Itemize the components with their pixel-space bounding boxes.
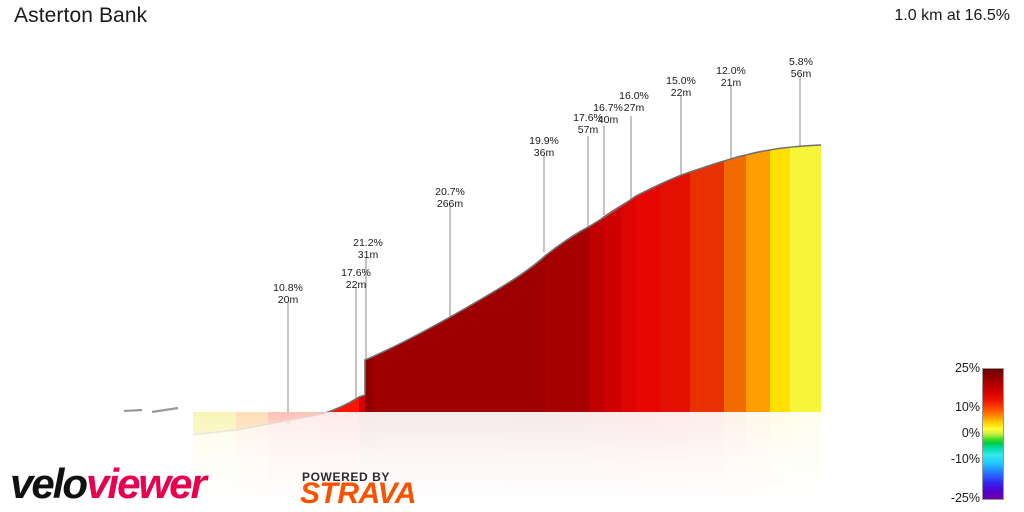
segment-label: 20.7% 266m (435, 186, 465, 210)
segment-gradient: 17.6% (573, 112, 603, 124)
segment-gradient: 12.0% (716, 65, 746, 77)
segment-gradient: 16.0% (619, 90, 649, 102)
segment-distance: 22m (345, 278, 367, 291)
colorbar-tick: 0% (961, 426, 980, 440)
segment-label: 17.6% 57m (573, 112, 603, 136)
gradient-colorbar-legend: 25% 10% 0% -10% -25% (916, 358, 1012, 508)
profile-outline (192, 144, 822, 436)
label-leader-lines (287, 76, 801, 424)
segment-gradient: 5.8% (789, 56, 813, 68)
segment-label: 16.0% 27m (619, 90, 649, 114)
segment-label: 12.0% 21m (716, 65, 746, 89)
segment-gradient: 15.0% (666, 75, 696, 87)
powered-by-label: POWERED BY (302, 470, 391, 484)
segment-distance: 266m (436, 197, 464, 210)
segment-gradient: 20.7% (435, 186, 465, 198)
segment-gradient: 19.9% (529, 135, 559, 147)
segment-distance: 31m (357, 248, 379, 261)
segment-label: 16.7% 40m (593, 102, 623, 126)
profile-bands (193, 145, 821, 435)
segment-label: 10.8% 20m (273, 282, 303, 306)
veloviewer-logo[interactable]: veloviewer (10, 460, 207, 507)
segment-label: 15.0% 22m (666, 75, 696, 99)
colorbar-tick: -10% (950, 452, 980, 466)
colorbar-tick: 10% (954, 400, 980, 414)
colorbar-gradient (982, 368, 1004, 500)
segment-distance: 56m (790, 67, 812, 80)
colorbar-tick: -25% (950, 491, 980, 505)
logo-viewer-text: viewer (86, 460, 207, 507)
segment-distance: 57m (577, 123, 599, 136)
page-title: Asterton Bank (14, 4, 148, 27)
segment-distance: 27m (623, 101, 645, 114)
segment-gradient: 16.7% (593, 102, 623, 114)
segment-label: 5.8% 56m (789, 56, 813, 80)
segment-distance: 21m (720, 76, 742, 89)
segment-distance: 22m (670, 86, 692, 99)
segment-distance: 40m (597, 113, 619, 126)
strava-logo[interactable]: STRAVA (300, 477, 416, 510)
segment-label: 19.9% 36m (529, 135, 559, 159)
segment-gradient: 21.2% (353, 237, 383, 249)
segment-gradient: 17.6% (341, 267, 371, 279)
climb-summary-stats: 1.0 km at 16.5% (894, 7, 1010, 24)
detached-profile-marks (123, 406, 179, 414)
logo-velo-text: velo (10, 460, 88, 507)
segment-label: 21.2% 31m (353, 237, 383, 261)
segment-gradient: 10.8% (273, 282, 303, 294)
segment-distance: 20m (277, 293, 299, 306)
reflection-fade (193, 412, 821, 504)
colorbar-tick: 25% (954, 361, 980, 375)
segment-label: 17.6% 22m (341, 267, 371, 291)
segment-distance: 36m (533, 146, 555, 159)
